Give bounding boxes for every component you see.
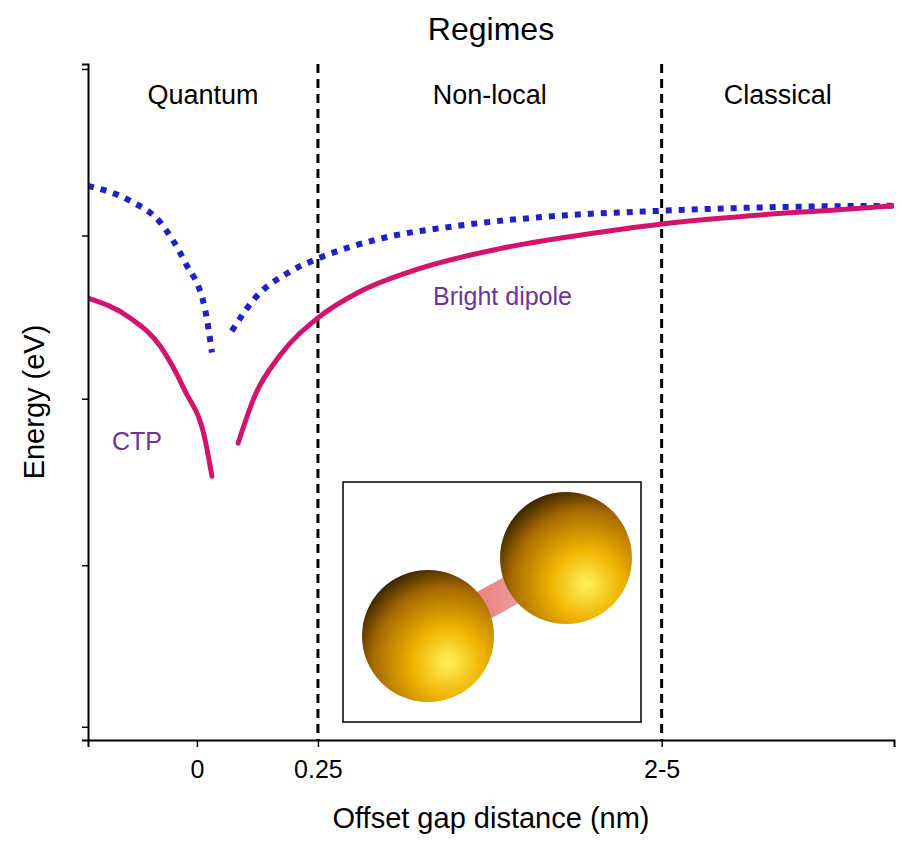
series-line bbox=[88, 206, 894, 476]
x-axis: 0 0.25 2-5 bbox=[89, 740, 895, 783]
regime-boundaries bbox=[318, 64, 662, 740]
x-tick-mark bbox=[197, 740, 199, 747]
x-tick-label: 2-5 bbox=[644, 755, 680, 783]
y-tick-mark bbox=[82, 565, 88, 567]
y-tick-mark bbox=[82, 727, 88, 729]
y-tick-mark bbox=[82, 235, 88, 237]
y-tick bbox=[82, 69, 88, 70]
regime-boundary bbox=[660, 64, 663, 740]
x-tick-mark bbox=[661, 740, 663, 747]
series-line bbox=[88, 186, 894, 353]
y-tick-mark bbox=[82, 69, 88, 71]
inset-frame bbox=[343, 482, 641, 722]
annotations: CTP Bright dipole bbox=[112, 282, 572, 455]
regime-label: Classical bbox=[724, 80, 832, 110]
regime-label: Quantum bbox=[147, 80, 258, 110]
x-tick-label: 0.25 bbox=[294, 755, 343, 783]
x-axis-title: Offset gap distance (nm) bbox=[332, 802, 649, 834]
x-tick: 0.25 bbox=[294, 740, 343, 783]
x-tick-label: 0 bbox=[190, 755, 204, 783]
y-axis-line bbox=[82, 65, 89, 741]
chart-title: Regimes bbox=[428, 11, 554, 47]
curve-label: CTP bbox=[112, 427, 162, 455]
inset-sphere bbox=[500, 492, 632, 624]
y-axis-title: Energy (eV) bbox=[18, 325, 50, 480]
y-axis bbox=[82, 65, 89, 741]
y-tick bbox=[82, 399, 88, 400]
plot-area bbox=[88, 186, 894, 476]
y-tick bbox=[82, 235, 88, 236]
x-axis-line bbox=[89, 741, 895, 748]
regime-labels: Quantum Non-local Classical bbox=[147, 80, 831, 110]
y-tick bbox=[82, 565, 88, 566]
x-tick-mark bbox=[318, 740, 320, 747]
curve-label: Bright dipole bbox=[433, 282, 572, 310]
x-tick: 2-5 bbox=[644, 740, 680, 783]
regime-boundary bbox=[316, 64, 319, 740]
y-tick-mark bbox=[82, 398, 88, 400]
inset-sphere bbox=[362, 570, 494, 702]
regime-label: Non-local bbox=[433, 80, 547, 110]
y-tick bbox=[82, 727, 88, 728]
x-tick: 0 bbox=[190, 740, 204, 783]
inset bbox=[343, 482, 641, 722]
